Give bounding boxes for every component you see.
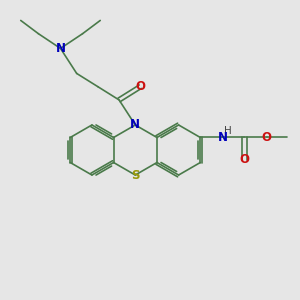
Text: N: N bbox=[130, 118, 140, 131]
Text: S: S bbox=[131, 169, 140, 182]
Text: O: O bbox=[239, 153, 250, 166]
Text: N: N bbox=[218, 131, 227, 144]
Text: H: H bbox=[224, 126, 232, 136]
Text: O: O bbox=[262, 131, 272, 144]
Text: O: O bbox=[135, 80, 145, 93]
Text: N: N bbox=[56, 42, 65, 55]
